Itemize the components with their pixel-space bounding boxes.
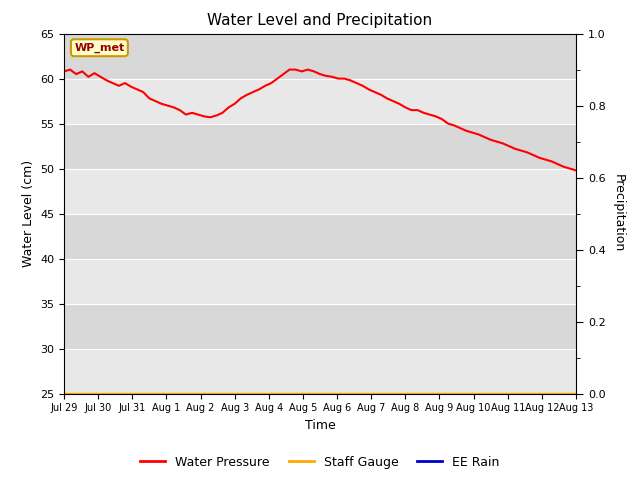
Y-axis label: Water Level (cm): Water Level (cm): [22, 160, 35, 267]
Bar: [64, 303, 576, 348]
Bar: [64, 79, 576, 123]
Bar: [64, 214, 576, 259]
Legend: Water Pressure, Staff Gauge, EE Rain: Water Pressure, Staff Gauge, EE Rain: [136, 451, 504, 474]
Text: WP_met: WP_met: [74, 43, 125, 53]
Bar: [64, 34, 576, 79]
X-axis label: Time: Time: [305, 419, 335, 432]
Bar: [64, 348, 576, 394]
Y-axis label: Precipitation: Precipitation: [612, 174, 625, 253]
Bar: [64, 259, 576, 303]
Bar: [64, 123, 576, 168]
Bar: [64, 168, 576, 214]
Title: Water Level and Precipitation: Water Level and Precipitation: [207, 13, 433, 28]
